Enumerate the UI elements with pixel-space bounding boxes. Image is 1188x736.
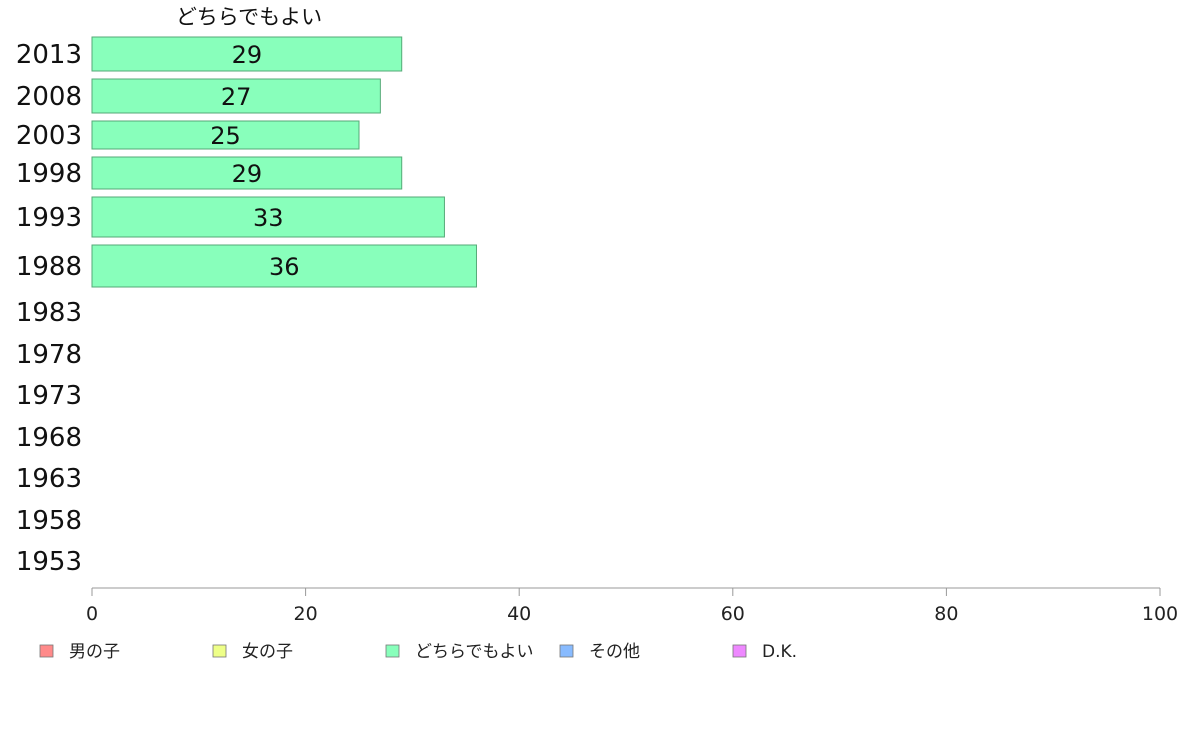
legend-swatch	[212, 644, 227, 658]
category-label: 1978	[16, 340, 82, 370]
legend-label: どちらでもよい	[415, 642, 534, 662]
bar-value-label: 27	[221, 83, 252, 111]
x-axis: 0 20 40 60 80 100	[86, 587, 1178, 625]
legend: 男の子 女の子 どちらでもよい その他 D.K.	[39, 642, 797, 662]
category-label: 1973	[16, 381, 82, 411]
bar-value-label: 33	[253, 204, 284, 232]
bar	[91, 244, 477, 288]
bar-value-label: 29	[232, 41, 263, 69]
bar-value-label: 36	[269, 253, 300, 281]
bar	[91, 36, 403, 72]
category-label: 1963	[16, 464, 82, 494]
bar-values: 29 27 25 29 33 36	[210, 41, 299, 281]
bars	[91, 36, 477, 288]
category-label: 2008	[16, 82, 82, 112]
legend-label: 男の子	[69, 642, 120, 662]
x-tick-label: 80	[934, 603, 958, 625]
x-tick-label: 40	[507, 603, 531, 625]
bar	[91, 196, 445, 238]
category-label: 1968	[16, 423, 82, 453]
series-title: どちらでもよい	[176, 5, 322, 29]
category-labels: 2013 2008 2003 1998 1993 1988 1983 1978 1973 1968…	[16, 40, 82, 577]
category-label: 1953	[16, 547, 82, 577]
legend-label: 女の子	[242, 642, 293, 662]
bar-value-label: 25	[210, 122, 241, 150]
category-label: 1983	[16, 298, 82, 328]
bar	[91, 120, 360, 150]
category-label: 2003	[16, 121, 82, 151]
x-tick-label: 60	[721, 603, 745, 625]
category-label: 1988	[16, 252, 82, 282]
x-tick-label: 100	[1142, 603, 1178, 625]
category-label: 2013	[16, 40, 82, 70]
bar	[91, 78, 381, 114]
category-label: 1958	[16, 506, 82, 536]
legend-swatch	[559, 644, 574, 658]
legend-label: D.K.	[762, 642, 797, 662]
legend-swatch	[39, 644, 54, 658]
category-label: 1998	[16, 159, 82, 189]
bar	[91, 156, 403, 190]
legend-swatch	[732, 644, 747, 658]
legend-label: その他	[589, 642, 640, 662]
legend-swatch	[385, 644, 400, 658]
category-label: 1993	[16, 203, 82, 233]
x-tick-label: 20	[294, 603, 318, 625]
bar-value-label: 29	[232, 160, 263, 188]
x-tick-label: 0	[86, 603, 98, 625]
